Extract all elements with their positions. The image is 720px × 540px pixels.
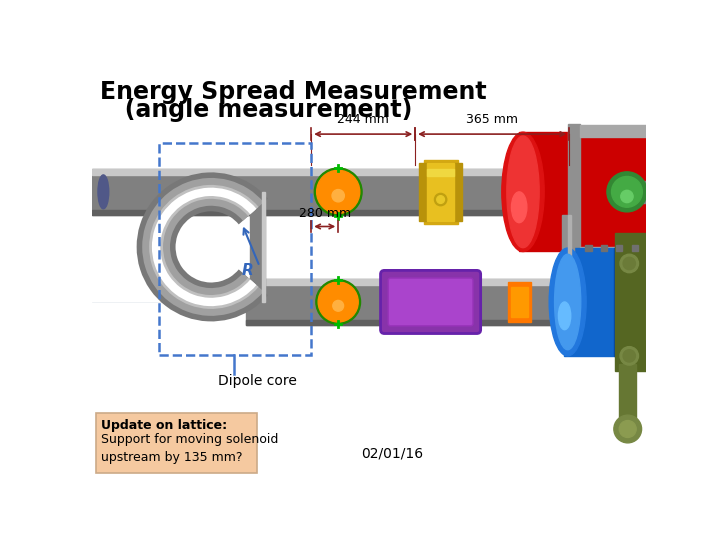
Bar — [619, 363, 636, 425]
Text: 02/01/16: 02/01/16 — [361, 447, 423, 461]
FancyBboxPatch shape — [381, 271, 481, 334]
Text: Support for moving solenoid
upstream by 135 mm?: Support for moving solenoid upstream by … — [101, 433, 279, 464]
Bar — [614, 248, 629, 356]
Bar — [427, 163, 454, 221]
Bar — [262, 192, 265, 302]
Bar — [567, 124, 580, 259]
Ellipse shape — [507, 136, 539, 248]
Circle shape — [317, 170, 360, 213]
Circle shape — [434, 193, 447, 206]
Circle shape — [318, 282, 359, 322]
FancyBboxPatch shape — [388, 278, 473, 326]
Bar — [159, 143, 311, 355]
Text: 280 mm: 280 mm — [299, 207, 351, 220]
Bar — [246, 279, 647, 325]
Circle shape — [620, 347, 639, 365]
Ellipse shape — [554, 254, 581, 350]
Bar — [580, 247, 647, 259]
Circle shape — [623, 350, 636, 362]
Bar — [631, 245, 638, 251]
Text: Update on lattice:: Update on lattice: — [101, 419, 228, 432]
Bar — [519, 132, 647, 251]
Bar — [246, 320, 647, 325]
Ellipse shape — [549, 248, 586, 356]
Bar — [92, 168, 647, 215]
Ellipse shape — [511, 192, 527, 222]
Circle shape — [607, 172, 647, 212]
Text: 244 mm: 244 mm — [337, 113, 390, 126]
Bar — [250, 192, 265, 302]
Text: Energy Spread Measurement: Energy Spread Measurement — [99, 80, 486, 104]
Bar — [600, 245, 607, 251]
Text: 365 mm: 365 mm — [467, 113, 518, 126]
Ellipse shape — [502, 132, 544, 252]
Circle shape — [316, 280, 361, 325]
Ellipse shape — [98, 175, 109, 209]
Bar — [419, 163, 462, 221]
Bar — [580, 125, 647, 137]
Circle shape — [620, 254, 639, 273]
Ellipse shape — [559, 302, 571, 330]
Circle shape — [611, 177, 642, 207]
Text: (angle measurement): (angle measurement) — [99, 98, 412, 122]
Bar — [508, 282, 531, 322]
Bar — [567, 215, 571, 279]
Circle shape — [333, 300, 343, 311]
Circle shape — [614, 415, 642, 443]
Circle shape — [623, 257, 636, 269]
Circle shape — [332, 190, 344, 202]
Text: R: R — [242, 263, 253, 278]
Bar — [92, 210, 647, 215]
Circle shape — [437, 195, 444, 204]
Circle shape — [315, 168, 362, 215]
Bar — [423, 159, 457, 224]
Bar — [564, 248, 656, 356]
Bar — [562, 215, 574, 279]
Bar — [616, 181, 647, 202]
Text: Dipole core: Dipole core — [218, 374, 297, 388]
Circle shape — [621, 190, 633, 202]
Bar — [427, 168, 454, 177]
Bar — [647, 309, 670, 340]
Circle shape — [619, 421, 636, 437]
Bar — [510, 287, 528, 318]
Bar — [616, 245, 622, 251]
FancyBboxPatch shape — [96, 413, 257, 473]
Bar — [246, 279, 647, 285]
Bar — [585, 245, 592, 251]
Bar — [616, 233, 647, 372]
Bar — [92, 168, 647, 175]
